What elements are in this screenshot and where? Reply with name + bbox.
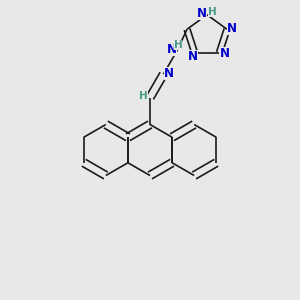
Text: N: N	[167, 43, 177, 56]
Text: H: H	[139, 91, 148, 101]
Text: H: H	[208, 7, 217, 17]
Text: H: H	[173, 40, 182, 50]
Text: N: N	[196, 7, 207, 20]
Text: N: N	[220, 47, 230, 60]
Text: N: N	[188, 50, 198, 63]
Text: N: N	[164, 67, 174, 80]
Text: N: N	[227, 22, 237, 35]
